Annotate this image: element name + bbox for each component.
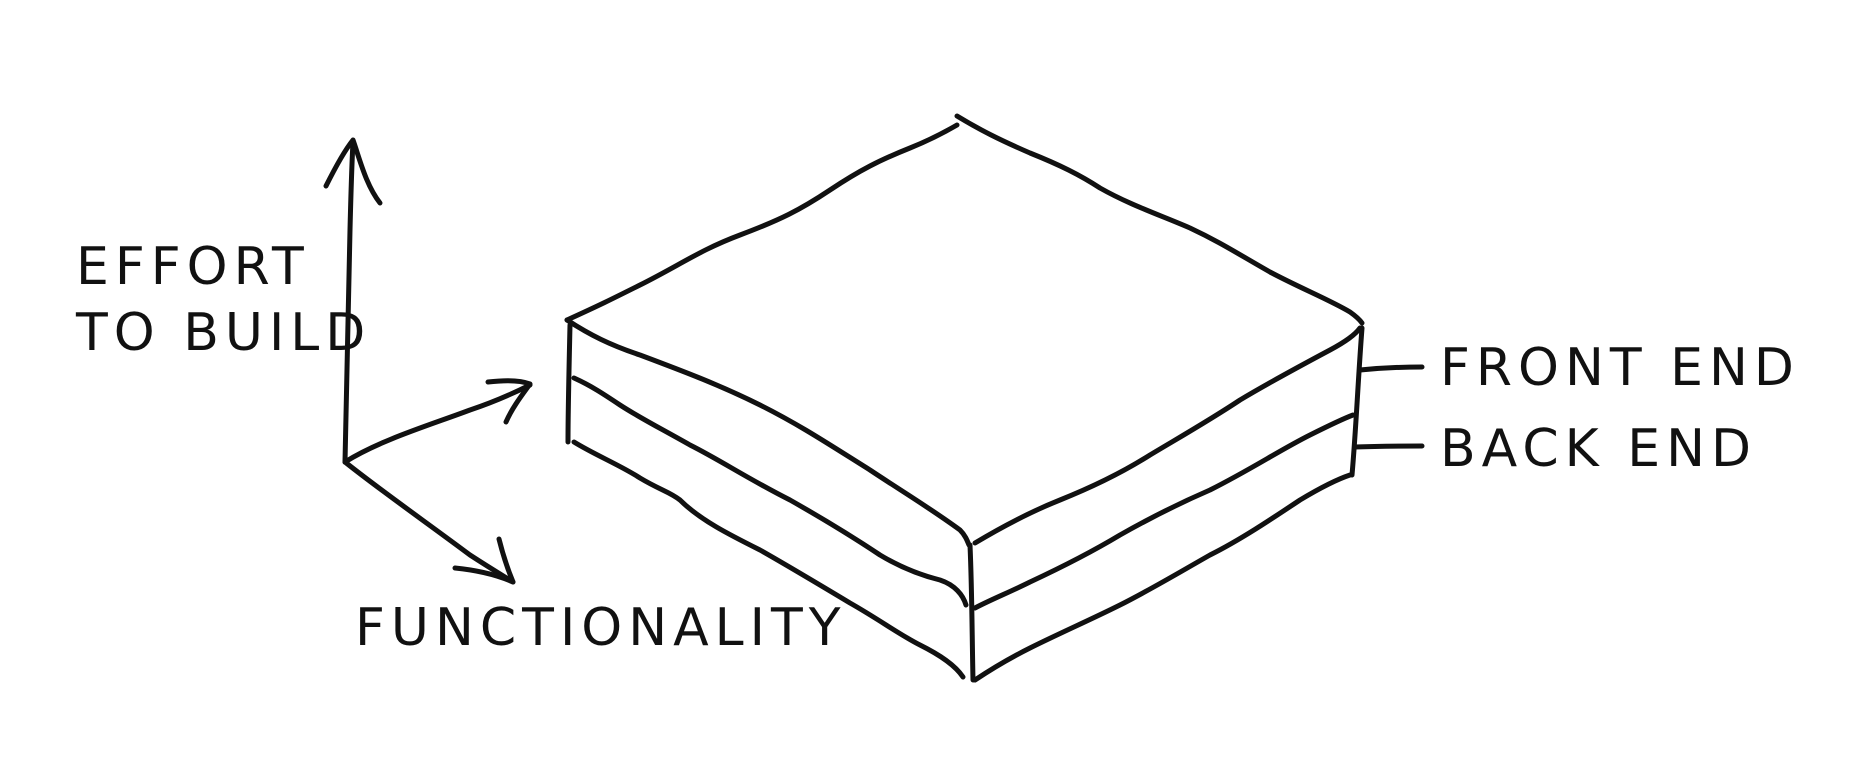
effort-axis-line: [342, 139, 356, 465]
slab-right-vertical-edge: [1349, 325, 1365, 478]
axes: [323, 137, 533, 585]
slab: [564, 113, 1365, 683]
slab-layer-seam-right: [972, 412, 1356, 611]
functionality-axis-line: [342, 459, 516, 585]
effort-label-line1: EFFORT: [76, 237, 310, 297]
front-end-leader-line: [1357, 364, 1425, 373]
labels: EFFORT TO BUILD FUNCTIONALITY FRONT END …: [75, 237, 1800, 658]
diagonal-axis-line: [342, 382, 533, 465]
functionality-label: FUNCTIONALITY: [355, 598, 847, 658]
functionality-axis-arrowhead: [452, 536, 516, 585]
slab-front-left-top-edge: [564, 317, 972, 548]
effort-axis-arrowhead: [323, 137, 383, 206]
slab-bottom-edge-left: [571, 439, 966, 680]
slab-bottom-edge-right: [972, 472, 1353, 683]
back-end-leader-line: [1352, 443, 1425, 450]
slab-top-face: [564, 113, 1365, 326]
back-end-label: BACK END: [1440, 419, 1757, 479]
layer-leaders: [1352, 364, 1425, 450]
slab-front-vertical-edge: [967, 542, 976, 683]
slab-left-vertical-edge: [565, 322, 573, 445]
slab-front-right-top-edge: [972, 325, 1363, 546]
effort-label-line2: TO BUILD: [75, 303, 371, 363]
slab-layer-seam-left: [571, 375, 969, 608]
diagonal-axis-arrowhead: [485, 378, 533, 425]
front-end-label: FRONT END: [1440, 338, 1800, 398]
